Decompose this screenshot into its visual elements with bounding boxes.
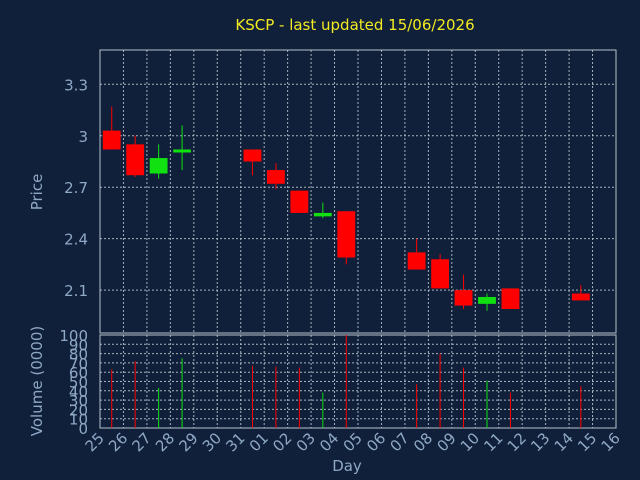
x-axis-ticks: 2526272829303101020304050607080910111213… <box>82 429 624 455</box>
x-tick-label: 26 <box>105 429 131 455</box>
x-tick-label: 02 <box>269 429 295 455</box>
x-tick-label: 06 <box>363 429 389 455</box>
x-tick-label: 03 <box>293 429 319 455</box>
price-y-ticks: 3.3 3 2.7 2.4 2.1 <box>64 76 88 300</box>
price-grid <box>99 49 617 334</box>
x-tick-label: 15 <box>574 429 600 455</box>
price-tick-label: 3 <box>78 128 88 146</box>
volume-tick-label: 40 <box>69 383 88 401</box>
price-tick-label: 2.7 <box>64 179 88 197</box>
volume-bars <box>111 335 582 428</box>
volume-tick-label: 60 <box>69 364 88 382</box>
candle-body <box>266 170 285 184</box>
candle-body <box>102 130 121 150</box>
x-tick-label: 04 <box>316 429 342 455</box>
candle-body <box>337 211 356 258</box>
price-tick-label: 2.4 <box>64 231 88 249</box>
x-tick-label: 10 <box>457 429 483 455</box>
x-tick-label: 29 <box>175 429 201 455</box>
x-tick-label: 27 <box>129 429 155 455</box>
volume-tick-label: 80 <box>69 346 88 364</box>
volume-tick-label: 50 <box>69 374 88 392</box>
x-tick-label: 11 <box>480 429 506 455</box>
candle-body <box>290 190 309 213</box>
volume-tick-label: 100 <box>59 327 88 345</box>
candle-body <box>149 158 168 174</box>
candle-body <box>454 290 473 306</box>
x-tick-label: 09 <box>433 429 459 455</box>
x-tick-label: 14 <box>551 429 577 455</box>
volume-tick-label: 0 <box>78 420 88 438</box>
x-tick-label: 12 <box>504 429 530 455</box>
price-tick-label: 3.3 <box>64 76 88 94</box>
candle-body <box>126 144 145 176</box>
volume-tick-label: 20 <box>69 401 88 419</box>
candle-body <box>431 259 450 289</box>
chart-title: KSCP - last updated 15/06/2026 <box>235 16 474 34</box>
x-tick-label: 05 <box>340 429 366 455</box>
candle-body <box>313 212 332 217</box>
candle-body <box>173 149 192 153</box>
x-tick-label: 31 <box>222 429 248 455</box>
candle-body <box>478 296 496 304</box>
candle-body <box>243 149 262 162</box>
price-axis-label: Price <box>28 174 46 211</box>
x-tick-label: 07 <box>387 429 413 455</box>
x-tick-label: 13 <box>527 429 553 455</box>
candles <box>102 106 590 311</box>
volume-grid <box>99 334 617 429</box>
x-tick-label: 01 <box>246 429 272 455</box>
volume-tick-label: 90 <box>69 336 88 354</box>
price-tick-label: 2.1 <box>64 282 88 300</box>
x-axis-label: Day <box>332 457 362 475</box>
x-tick-label: 16 <box>598 429 624 455</box>
x-tick-label: 28 <box>152 429 178 455</box>
candle-body <box>501 288 520 309</box>
volume-tick-label: 30 <box>69 392 88 410</box>
candle-body <box>407 252 426 270</box>
x-tick-label: 30 <box>199 429 225 455</box>
candle-body <box>571 293 590 301</box>
volume-tick-label: 70 <box>69 355 88 373</box>
x-tick-label: 08 <box>410 429 436 455</box>
volume-tick-label: 10 <box>69 411 88 429</box>
volume-axis-label: Volume (0000) <box>28 326 46 436</box>
